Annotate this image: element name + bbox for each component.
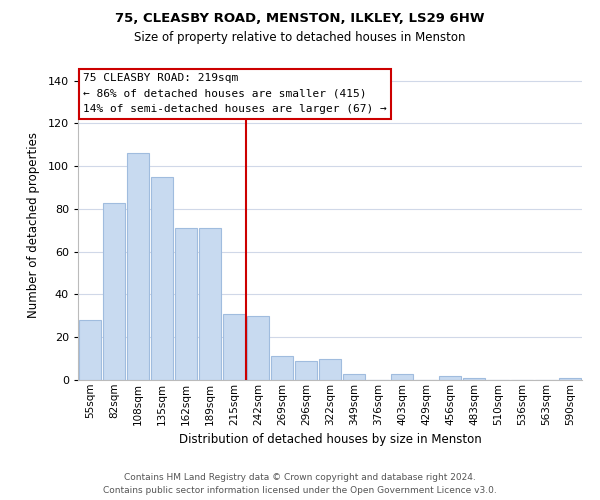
Bar [319, 358, 341, 380]
Bar [127, 154, 149, 380]
Text: 75, CLEASBY ROAD, MENSTON, ILKLEY, LS29 6HW: 75, CLEASBY ROAD, MENSTON, ILKLEY, LS29 … [115, 12, 485, 26]
Bar [79, 320, 101, 380]
Bar [343, 374, 365, 380]
Bar [199, 228, 221, 380]
Bar [247, 316, 269, 380]
Bar [151, 177, 173, 380]
Text: 75 CLEASBY ROAD: 219sqm
← 86% of detached houses are smaller (415)
14% of semi-d: 75 CLEASBY ROAD: 219sqm ← 86% of detache… [83, 73, 387, 114]
Y-axis label: Number of detached properties: Number of detached properties [26, 132, 40, 318]
Bar [439, 376, 461, 380]
Bar [271, 356, 293, 380]
Bar [103, 202, 125, 380]
Bar [295, 361, 317, 380]
Bar [559, 378, 581, 380]
Text: Contains public sector information licensed under the Open Government Licence v3: Contains public sector information licen… [103, 486, 497, 495]
Bar [463, 378, 485, 380]
Text: Size of property relative to detached houses in Menston: Size of property relative to detached ho… [134, 31, 466, 44]
Text: Contains HM Land Registry data © Crown copyright and database right 2024.: Contains HM Land Registry data © Crown c… [124, 472, 476, 482]
X-axis label: Distribution of detached houses by size in Menston: Distribution of detached houses by size … [179, 433, 481, 446]
Bar [223, 314, 245, 380]
Bar [391, 374, 413, 380]
Bar [175, 228, 197, 380]
